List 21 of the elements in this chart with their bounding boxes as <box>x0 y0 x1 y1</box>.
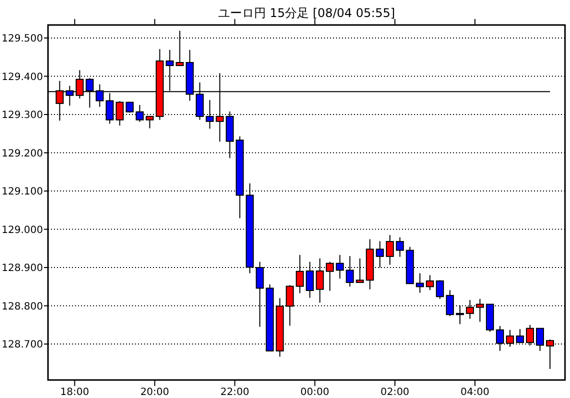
y-tick-label: 129.300 <box>2 110 43 122</box>
x-tick-label: 00:00 <box>300 387 330 398</box>
y-tick-label: 129.500 <box>2 34 43 45</box>
x-tick-label: 04:00 <box>460 387 490 398</box>
candlestick <box>396 236 404 258</box>
x-tick-label: 18:00 <box>60 387 90 398</box>
x-tick-label: 20:00 <box>140 387 170 398</box>
y-tick-label: 129.100 <box>2 186 43 198</box>
y-tick-label: 128.900 <box>2 263 43 274</box>
y-tick-label: 128.700 <box>2 340 43 351</box>
candlestick <box>416 272 424 294</box>
candlestick <box>386 234 394 266</box>
y-tick-label: 129.000 <box>2 224 43 236</box>
y-tick-label: 129.400 <box>2 72 43 83</box>
candlestick <box>436 280 444 300</box>
candlestick <box>426 274 434 291</box>
y-tick-label: 129.200 <box>2 148 43 160</box>
x-tick-label: 22:00 <box>220 387 250 398</box>
x-tick-label: 02:00 <box>380 387 410 398</box>
y-tick-label: 128.800 <box>2 301 43 312</box>
chart-title: ユーロ円 15分足 [08/04 05:55] <box>218 6 396 20</box>
